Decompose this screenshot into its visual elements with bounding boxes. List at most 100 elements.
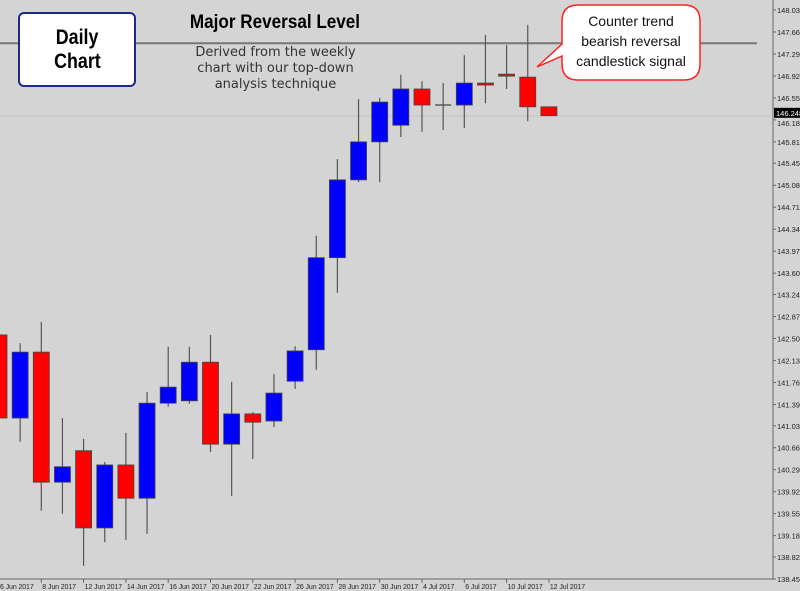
y-tick-label: 138.820 (777, 553, 800, 562)
candle-body (202, 361, 219, 445)
y-tick-label: 143.970 (777, 247, 800, 256)
candle-body (371, 101, 389, 143)
candle (307, 235, 325, 370)
candle (540, 106, 558, 117)
candle (455, 55, 473, 129)
candle (54, 418, 71, 514)
x-tick-label: 28 Jun 2017 (338, 584, 376, 591)
candle-body (244, 413, 262, 423)
candle-body (413, 88, 431, 106)
candle-body (11, 351, 29, 419)
x-tick-label: 26 Jun 2017 (296, 584, 334, 591)
candle-body (117, 464, 135, 499)
candle (328, 159, 346, 293)
y-tick-label: 140.290 (777, 466, 800, 475)
candle (202, 334, 219, 452)
callout-line: bearish reversal (581, 33, 681, 49)
candle (11, 343, 29, 442)
candle-body (32, 351, 50, 483)
candle-body (392, 88, 410, 126)
y-tick-label: 139.550 (777, 510, 800, 519)
candle (498, 45, 516, 89)
y-tick-label: 144.710 (777, 203, 800, 212)
candle (477, 34, 494, 104)
candle-body (0, 334, 8, 419)
candle (32, 321, 50, 511)
timeframe-label-box: Daily Chart (18, 12, 136, 87)
y-tick-label: 142.500 (777, 334, 800, 343)
y-tick-label: 147.660 (777, 28, 800, 37)
x-tick-label: 6 Jun 2017 (0, 584, 34, 591)
y-tick-label: 147.290 (777, 50, 800, 59)
callout-bubble (536, 4, 701, 81)
candle (413, 81, 431, 132)
candle-body (54, 466, 71, 483)
x-tick-label: 20 Jun 2017 (212, 584, 250, 591)
candle (392, 74, 410, 138)
candle (223, 381, 241, 496)
candle (0, 334, 8, 419)
y-tick-label: 141.760 (777, 378, 800, 387)
y-tick-label: 143.240 (777, 291, 800, 300)
x-tick-label: 16 Jun 2017 (169, 584, 207, 591)
candle-body (96, 464, 114, 529)
y-tick-label: 138.450 (777, 575, 800, 584)
x-tick-label: 10 Jul 2017 (508, 584, 543, 591)
callout-line: Counter trend (588, 13, 674, 29)
y-tick-label: 141.030 (777, 422, 800, 431)
candle-body (328, 179, 346, 259)
candle (435, 83, 452, 130)
y-tick-label: 142.130 (777, 356, 800, 365)
candle (96, 461, 114, 543)
candle (180, 346, 198, 404)
callout-text: Counter trend bearish reversal candlesti… (562, 11, 700, 71)
y-tick-label: 146.180 (777, 119, 800, 128)
y-tick-label: 143.600 (777, 269, 800, 278)
x-tick-label: 12 Jul 2017 (550, 584, 585, 591)
candle (75, 438, 92, 566)
candle (519, 24, 537, 122)
x-tick-label: 22 Jun 2017 (254, 584, 292, 591)
candle (244, 412, 262, 460)
timeframe-label-line2: Chart (53, 49, 101, 73)
y-tick-label: 142.870 (777, 312, 800, 321)
x-tick-label: 6 Jul 2017 (465, 584, 497, 591)
candle-body (307, 257, 325, 351)
y-tick-label: 145.810 (777, 138, 800, 147)
chart-title: Major Reversal Level (189, 12, 361, 33)
candle-body (223, 413, 241, 445)
candle (371, 97, 389, 183)
x-tick-label: 30 Jun 2017 (381, 584, 419, 591)
y-tick-label: 148.030 (777, 6, 800, 15)
candle-body (159, 386, 177, 404)
candle-body (540, 106, 558, 117)
candle-body (455, 82, 473, 106)
x-tick-label: 14 Jun 2017 (127, 584, 165, 591)
x-tick-label: 4 Jul 2017 (423, 584, 455, 591)
candle-body (498, 73, 516, 77)
callout-line: candlestick signal (576, 53, 686, 69)
candle-body (350, 141, 367, 181)
timeframe-label-line1: Daily (55, 25, 99, 49)
y-tick-label: 140.660 (777, 444, 800, 453)
current-price-badge (774, 107, 800, 118)
x-tick-label: 12 Jun 2017 (85, 584, 123, 591)
x-tick-label: 8 Jun 2017 (42, 584, 76, 591)
y-tick-label: 145.450 (777, 159, 800, 168)
current-price-label: 146.248 (776, 109, 800, 118)
y-tick-label: 146.550 (777, 94, 800, 103)
y-tick-label: 139.180 (777, 532, 800, 541)
candle (159, 346, 177, 407)
candle-body (477, 82, 494, 86)
candle-body (519, 76, 537, 108)
candle (286, 346, 304, 389)
candle-body (286, 350, 304, 382)
y-tick-label: 139.920 (777, 488, 800, 497)
candle (138, 391, 156, 534)
candle-body (265, 392, 283, 422)
candle-body (75, 450, 92, 529)
y-tick-label: 145.080 (777, 181, 800, 190)
y-tick-label: 144.340 (777, 225, 800, 234)
y-tick-label: 141.390 (777, 400, 800, 409)
